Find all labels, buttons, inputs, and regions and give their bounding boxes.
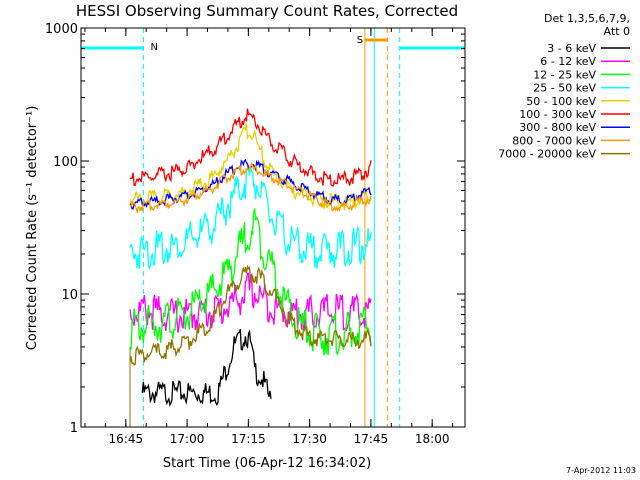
night-annotation: N [150, 42, 157, 53]
generated-timestamp: 7-Apr-2012 11:03 [566, 466, 636, 475]
series-layer [129, 108, 372, 407]
legend-label: 100 - 300 keV [519, 108, 596, 121]
legend-label: 25 - 50 keV [533, 82, 596, 95]
y-tick-label: 1 [70, 421, 78, 436]
y-axis-label: Corrected Count Rate (s⁻¹ detector⁻¹) [25, 106, 40, 351]
chart-title: HESSI Observing Summary Count Rates, Cor… [76, 2, 458, 20]
legend-header-line-1: Det 1,3,5,6,7,9, [544, 12, 630, 25]
legend-label: 7000 - 20000 keV [498, 148, 596, 161]
x-tick-label: 16:45 [109, 432, 144, 446]
legend-label: 300 - 800 keV [519, 121, 596, 134]
legend-label: 800 - 7000 keV [512, 134, 596, 147]
series-line-7 [130, 162, 372, 215]
x-tick-label: 17:00 [170, 432, 205, 446]
series-line-0 [141, 329, 272, 407]
x-tick-label: 17:45 [354, 432, 389, 446]
x-axis-label: Start Time (06-Apr-12 16:34:02) [163, 456, 371, 471]
saa-annotation: S [357, 35, 363, 46]
y-tick-label: 1000 [45, 22, 78, 37]
observing-bands: NS [81, 28, 465, 427]
series-line-2 [129, 208, 372, 356]
x-tick-label: 18:00 [415, 432, 450, 446]
legend-label: 50 - 100 keV [526, 95, 596, 108]
legend-label: 3 - 6 keV [547, 42, 596, 55]
x-tick-label: 17:30 [292, 432, 327, 446]
plot-frame [80, 27, 466, 428]
y-tick-label: 100 [53, 155, 78, 170]
y-tick-label: 10 [61, 288, 78, 303]
series-line-8 [129, 264, 372, 366]
legend-header-line-2: Att 0 [604, 25, 630, 38]
x-tick-label: 17:15 [231, 432, 266, 446]
series-line-5 [129, 108, 372, 187]
legend-label: 12 - 25 keV [533, 68, 596, 81]
series-line-1 [129, 272, 372, 333]
axes: 16:45 17:00 17:15 17:30 17:45 18:00 1 10 100 1000 [45, 22, 465, 446]
legend-label: 6 - 12 keV [540, 55, 596, 68]
